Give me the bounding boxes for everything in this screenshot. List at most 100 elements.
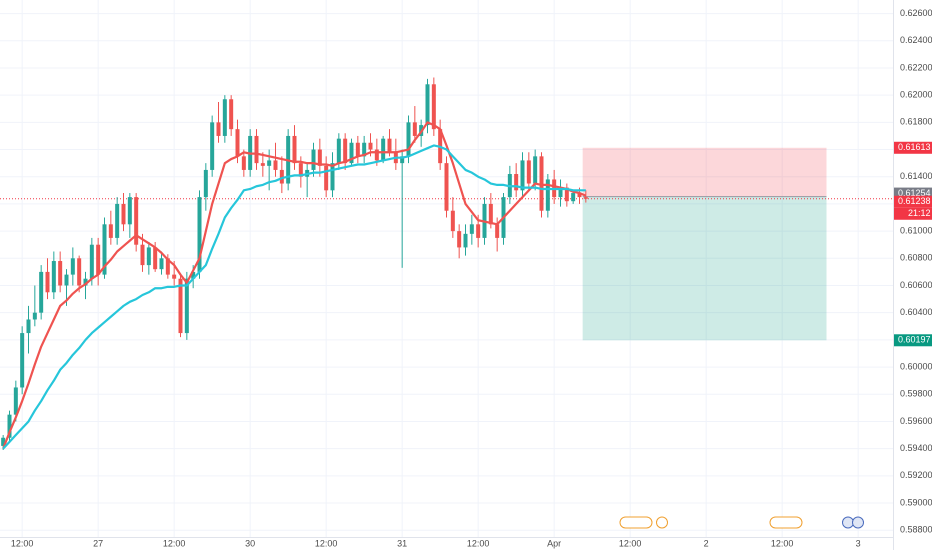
candle-body	[362, 142, 367, 157]
plot-area	[1, 77, 588, 450]
x-tick-label: 12:00	[467, 538, 490, 548]
candle-body	[317, 149, 322, 166]
candle-body	[140, 244, 145, 266]
candle-body	[564, 187, 569, 202]
candle-body	[64, 274, 69, 286]
y-tick-label: 0.60600	[900, 280, 932, 290]
candle-body	[191, 271, 196, 279]
y-tick-label: 0.60400	[900, 307, 932, 317]
candle-body	[51, 261, 56, 293]
candle-body	[324, 165, 329, 191]
y-tick-label: 0.61400	[900, 171, 932, 181]
candle-body	[431, 84, 436, 130]
ma-line	[2, 121, 587, 450]
target-label-bg	[894, 334, 932, 347]
candle-body	[539, 156, 544, 211]
candle-body	[387, 138, 392, 153]
candle-body	[241, 156, 246, 170]
candle-body	[172, 274, 177, 279]
candle-body	[1, 437, 6, 446]
candle-body	[159, 258, 164, 270]
x-tick-label: 12:00	[11, 538, 34, 548]
candle-body	[146, 247, 151, 266]
stop-label: 0.61613	[898, 142, 931, 152]
y-tick-label: 0.60000	[900, 361, 932, 371]
candle-body	[526, 160, 531, 184]
candle-body	[463, 233, 468, 248]
candle-body	[178, 278, 183, 334]
candle-body	[476, 224, 481, 238]
entry-label: 0.61254	[898, 188, 931, 198]
candle-body	[450, 210, 455, 232]
x-tick-label: 30	[245, 538, 255, 548]
countdown-bg	[894, 207, 932, 220]
x-tick-label: 12:00	[619, 538, 642, 548]
position-tool	[0, 147, 893, 341]
candle-body	[89, 244, 94, 279]
candle-body	[558, 187, 563, 198]
candle-body	[184, 278, 189, 334]
candle-body	[368, 142, 373, 150]
candle-body	[298, 163, 303, 177]
candle-body	[13, 387, 18, 415]
event-icon	[852, 516, 864, 529]
y-tick-label: 0.60800	[900, 253, 932, 263]
candle-body	[425, 84, 430, 126]
event-icon	[769, 516, 803, 529]
countdown-label: 21:12	[908, 208, 931, 218]
y-tick-label: 0.62400	[900, 35, 932, 45]
target-zone	[582, 196, 827, 341]
axes: 0.58800 0.59000 0.59200 0.59400 0.59600 0.598…	[11, 8, 932, 548]
x-tick-label: 12:00	[163, 538, 186, 548]
candle-body	[267, 160, 272, 166]
candle-body	[545, 179, 550, 211]
candle-body	[32, 312, 37, 320]
candle-body	[330, 163, 335, 191]
candle-body	[210, 122, 215, 170]
candle-body	[121, 203, 126, 225]
candle-body	[343, 138, 348, 164]
candle-body	[127, 197, 132, 225]
price-label-bg	[894, 195, 932, 208]
candle-body	[197, 197, 202, 272]
candle-body	[20, 333, 25, 388]
candle-body	[469, 224, 474, 234]
candle-body	[58, 261, 63, 286]
y-tick-label: 0.61800	[900, 117, 932, 127]
x-tick-label: 31	[397, 538, 407, 548]
candle-body	[115, 203, 120, 238]
x-tick-label: 2	[704, 538, 709, 548]
candle-body	[533, 156, 538, 184]
candle-body	[349, 142, 354, 164]
candle-body	[273, 160, 278, 170]
candle-body	[336, 138, 341, 164]
y-tick-label: 0.62200	[900, 62, 932, 72]
candle-body	[412, 122, 417, 136]
event-icon	[619, 516, 653, 529]
target-label: 0.60197	[898, 335, 931, 345]
ma-line	[2, 144, 586, 450]
candle-body	[457, 231, 462, 248]
candle-body	[77, 258, 82, 286]
candle-body	[279, 169, 284, 184]
candle-body	[444, 163, 449, 211]
candle-body	[381, 138, 386, 161]
x-tick-label: Apr	[547, 538, 561, 548]
x-tick-label: 27	[93, 538, 103, 548]
candle-body	[108, 224, 113, 238]
candle-body	[102, 224, 107, 275]
y-tick-label: 0.59400	[900, 443, 932, 453]
y-tick-label: 0.59200	[900, 470, 932, 480]
event-icons	[619, 516, 864, 529]
candle-body	[577, 193, 582, 198]
candle-body	[216, 122, 221, 136]
x-tick-label: 3	[856, 538, 861, 548]
candle-body	[311, 149, 316, 170]
y-tick-label: 0.59000	[900, 497, 932, 507]
y-tick-label: 0.61000	[900, 225, 932, 235]
event-icon	[656, 516, 668, 529]
candle-body	[235, 129, 240, 157]
